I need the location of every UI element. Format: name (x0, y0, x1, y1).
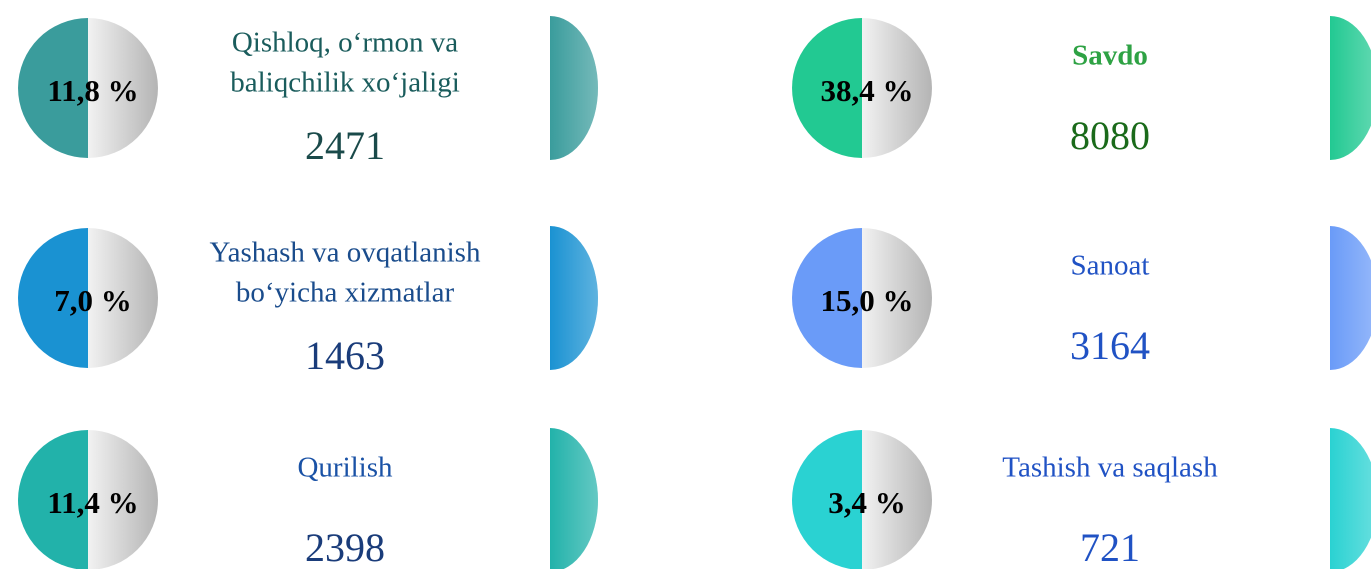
label: Yashash va ovqatlanish (210, 237, 481, 269)
half-disc-shade (1330, 226, 1371, 370)
percent: 15,0 % (821, 283, 914, 318)
value: 8080 (1070, 113, 1150, 158)
percent: 11,4 % (47, 485, 138, 520)
value: 2398 (305, 525, 385, 569)
circle-left (18, 18, 88, 158)
label: Qurilish (297, 452, 393, 484)
label: Savdo (1072, 40, 1148, 72)
half-disc-shade (1330, 428, 1371, 569)
circle-left (792, 18, 862, 158)
circle-right (88, 430, 158, 569)
label: Sanoat (1071, 250, 1150, 282)
label: bo‘yicha xizmatlar (236, 277, 455, 309)
circle-right (862, 228, 932, 368)
percent: 7,0 % (54, 283, 132, 318)
circle-left (792, 228, 862, 368)
value: 3164 (1070, 323, 1150, 368)
circle-left (18, 228, 88, 368)
percent: 38,4 % (821, 73, 914, 108)
value: 2471 (305, 123, 385, 168)
percent: 11,8 % (47, 73, 138, 108)
value: 721 (1080, 525, 1140, 569)
half-disc-shade (550, 16, 598, 160)
circle-right (862, 18, 932, 158)
label: Tashish va saqlash (1002, 452, 1218, 484)
circle-right (862, 430, 932, 569)
label: baliqchilik xo‘jaligi (230, 67, 460, 99)
circle-right (88, 228, 158, 368)
circle-left (792, 430, 862, 569)
half-disc-shade (550, 226, 598, 370)
half-disc-shade (1330, 16, 1371, 160)
half-disc-shade (550, 428, 598, 569)
value: 1463 (305, 333, 385, 378)
circle-left (18, 430, 88, 569)
percent: 3,4 % (828, 485, 906, 520)
label: Qishloq, o‘rmon va (232, 27, 458, 59)
circle-right (88, 18, 158, 158)
